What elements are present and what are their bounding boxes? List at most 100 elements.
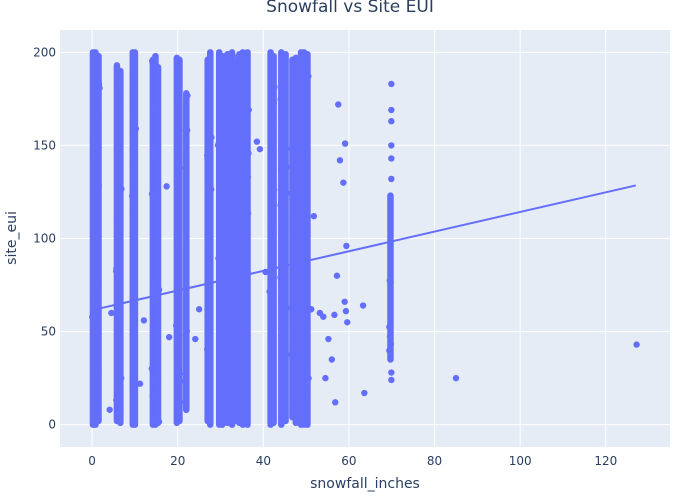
y-tick-label: 150	[33, 138, 56, 152]
trendline	[91, 184, 636, 312]
data-point	[154, 175, 161, 182]
data-point	[386, 333, 394, 340]
data-point	[131, 157, 138, 165]
data-point	[283, 163, 290, 171]
data-point	[106, 406, 113, 413]
x-axis-title: snowfall_inches	[310, 476, 420, 492]
data-point	[94, 362, 102, 369]
data-point	[177, 377, 184, 385]
data-point	[388, 142, 395, 149]
data-point	[175, 237, 182, 245]
data-point	[269, 126, 276, 134]
data-point	[222, 66, 230, 73]
data-point	[182, 332, 190, 339]
data-point	[292, 337, 300, 344]
data-point	[155, 418, 163, 425]
data-point	[206, 241, 213, 249]
x-tick-label: 60	[341, 454, 356, 468]
data-point	[118, 374, 125, 382]
data-point	[108, 309, 115, 317]
data-point	[335, 101, 342, 108]
data-point	[244, 236, 251, 243]
data-point	[206, 181, 213, 188]
data-point	[305, 72, 312, 80]
y-tick-label: 50	[41, 325, 56, 339]
data-point	[256, 145, 264, 153]
data-point	[192, 335, 199, 343]
data-point	[136, 380, 144, 387]
data-point	[292, 71, 300, 78]
data-point	[303, 154, 310, 162]
x-tick-label: 120	[594, 454, 617, 468]
y-tick-label: 0	[48, 418, 56, 432]
data-point	[118, 185, 125, 193]
data-point	[218, 314, 225, 321]
data-point	[452, 374, 460, 382]
data-point	[155, 286, 163, 294]
data-point	[633, 341, 640, 348]
data-point	[340, 179, 347, 186]
data-point	[305, 375, 312, 382]
data-point	[388, 80, 395, 88]
data-point	[386, 323, 393, 331]
data-point	[165, 333, 173, 341]
data-point	[208, 134, 215, 141]
data-point	[116, 99, 123, 107]
data-point	[281, 95, 288, 103]
y-tick-label: 200	[33, 45, 56, 59]
data-point	[333, 272, 341, 279]
data-point	[154, 156, 162, 163]
data-point	[386, 347, 393, 354]
data-point	[238, 267, 245, 274]
data-point	[176, 164, 184, 172]
data-point	[271, 83, 278, 91]
data-point	[331, 311, 338, 319]
data-point	[94, 281, 102, 289]
data-point	[222, 388, 230, 395]
x-tick-label: 0	[88, 454, 96, 468]
data-point	[245, 106, 252, 114]
data-point	[283, 304, 290, 312]
data-point	[218, 178, 226, 185]
data-point	[303, 392, 311, 400]
data-point	[388, 106, 395, 114]
data-point	[175, 95, 182, 102]
data-point	[140, 317, 148, 324]
data-point	[96, 84, 103, 92]
data-point	[325, 335, 332, 343]
data-point	[94, 112, 102, 119]
data-point	[131, 202, 138, 210]
data-point	[328, 356, 336, 363]
data-point	[184, 92, 191, 99]
data-point	[132, 125, 140, 132]
data-point	[182, 127, 190, 134]
data-points	[89, 49, 640, 428]
data-point	[195, 306, 203, 313]
data-point	[332, 399, 339, 406]
data-point	[386, 277, 393, 284]
data-point	[154, 105, 161, 113]
data-point	[244, 173, 252, 181]
x-axis-ticks: 0 20 40 60 80 100 120	[88, 454, 617, 468]
data-point	[244, 291, 251, 299]
data-point	[270, 186, 278, 194]
data-point	[182, 164, 190, 171]
data-point	[270, 223, 277, 230]
y-axis-ticks: 0 50 100 150 200	[33, 45, 56, 431]
data-point	[343, 242, 350, 250]
data-point	[388, 376, 395, 384]
data-point	[361, 389, 368, 397]
data-point	[131, 71, 138, 79]
data-point	[269, 343, 277, 351]
x-tick-label: 100	[509, 454, 532, 468]
data-point	[387, 340, 394, 348]
data-point	[388, 369, 395, 376]
data-point	[95, 182, 102, 190]
y-tick-label: 100	[33, 232, 56, 246]
y-axis-title: site_eui	[4, 211, 20, 265]
data-point	[270, 99, 277, 107]
data-point	[341, 298, 348, 305]
data-point	[342, 307, 350, 315]
trendline-path	[91, 184, 636, 312]
